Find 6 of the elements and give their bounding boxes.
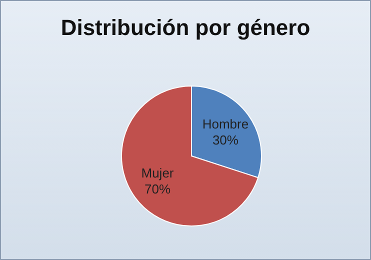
chart-title: Distribución por género: [60, 15, 312, 41]
slice-label: Mujer: [141, 166, 174, 181]
slice-label: Hombre: [202, 116, 249, 132]
data-label: 30%: [212, 132, 239, 148]
data-label: 70%: [144, 182, 171, 197]
pie-slice: [121, 86, 259, 226]
